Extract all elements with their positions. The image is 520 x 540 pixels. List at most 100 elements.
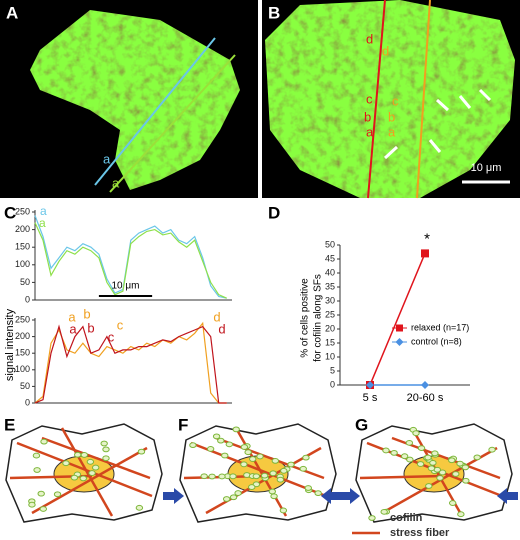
legend-label: cofilin bbox=[390, 512, 423, 524]
cofilin bbox=[86, 458, 95, 465]
cofilin bbox=[456, 460, 464, 467]
peak-label: c bbox=[117, 317, 124, 332]
y-axis-label: signal intensity bbox=[4, 308, 16, 381]
cofilin bbox=[438, 469, 447, 476]
y-tick-label: 250 bbox=[15, 206, 30, 216]
cofilin bbox=[225, 441, 234, 448]
cofilin bbox=[200, 473, 208, 480]
panel-label: F bbox=[178, 415, 188, 434]
cofilin bbox=[417, 445, 426, 451]
peak-label: a bbox=[68, 309, 76, 324]
line-label: d bbox=[366, 31, 373, 46]
peak-label: c bbox=[108, 329, 115, 344]
y-tick-label: 45 bbox=[325, 253, 335, 263]
cofilin bbox=[279, 507, 288, 514]
y-tick-label: 100 bbox=[15, 259, 30, 269]
cofilin bbox=[33, 467, 41, 473]
annotation: * bbox=[424, 230, 430, 247]
peak-label: d bbox=[218, 321, 225, 336]
cofilin bbox=[79, 475, 88, 482]
cofilin bbox=[260, 472, 269, 479]
cofilin bbox=[431, 450, 439, 457]
cofilin bbox=[473, 454, 481, 461]
cofilin bbox=[100, 440, 108, 447]
cofilin bbox=[28, 501, 36, 508]
cofilin bbox=[70, 474, 79, 481]
panel-label: B bbox=[268, 3, 280, 22]
cofilin bbox=[287, 461, 295, 468]
cofilin bbox=[382, 447, 390, 454]
stress-fiber bbox=[31, 446, 148, 515]
cofilin bbox=[461, 464, 470, 471]
cofilin bbox=[252, 473, 261, 480]
y-tick-label: 0 bbox=[25, 294, 30, 304]
scan-line bbox=[109, 54, 236, 193]
cofilin bbox=[135, 504, 144, 511]
cofilin bbox=[405, 439, 414, 446]
trace bbox=[34, 215, 227, 299]
peak-label: d bbox=[213, 309, 220, 324]
y-tick-label: 50 bbox=[20, 277, 30, 287]
cofilin bbox=[88, 470, 96, 476]
y-tick-label: 15 bbox=[325, 337, 335, 347]
cofilin bbox=[429, 459, 437, 466]
cofilin bbox=[222, 496, 231, 502]
trace bbox=[34, 324, 227, 404]
line-label: d bbox=[382, 43, 389, 58]
peak-label: a bbox=[69, 321, 77, 336]
y-tick-label: 40 bbox=[325, 267, 335, 277]
y-tick-label: 20 bbox=[325, 323, 335, 333]
stress-fiber bbox=[215, 436, 325, 480]
trace bbox=[34, 222, 227, 299]
cofilin bbox=[240, 444, 249, 450]
cofilin bbox=[304, 485, 312, 491]
cofilin bbox=[249, 456, 257, 462]
scan-line bbox=[416, 0, 431, 199]
legend-label: control (n=8) bbox=[411, 336, 462, 346]
cofilin bbox=[448, 500, 457, 506]
cofilin bbox=[270, 493, 278, 500]
line-label: a bbox=[112, 175, 120, 190]
cofilin bbox=[102, 446, 110, 453]
cofilin bbox=[137, 448, 146, 455]
cell-image bbox=[30, 10, 240, 190]
force-arrow bbox=[321, 488, 342, 504]
cofilin bbox=[32, 452, 41, 459]
cofilin bbox=[229, 494, 238, 501]
y-tick-label: 200 bbox=[15, 331, 30, 341]
line-label: a bbox=[388, 124, 396, 139]
line-label: a bbox=[366, 124, 374, 139]
cofilin bbox=[91, 464, 100, 471]
cofilin bbox=[221, 452, 229, 459]
y-tick-label: 0 bbox=[25, 397, 30, 407]
x-tick-label: 20-60 s bbox=[407, 392, 444, 404]
cofilin bbox=[102, 455, 110, 462]
cofilin bbox=[80, 452, 89, 458]
cofilin bbox=[314, 490, 322, 497]
point bbox=[421, 249, 429, 258]
y-axis-label: for cofilin along SFs bbox=[313, 274, 324, 362]
x-tick-label: 5 s bbox=[363, 392, 378, 404]
y-tick-label: 50 bbox=[20, 381, 30, 391]
scale-bar-label: 10 μm bbox=[471, 162, 502, 174]
cofilin bbox=[280, 467, 288, 474]
series-line bbox=[369, 253, 426, 386]
cofilin bbox=[427, 465, 436, 472]
line-label: c bbox=[392, 93, 399, 108]
cofilin bbox=[299, 465, 307, 472]
cofilin bbox=[425, 483, 433, 489]
y-tick-label: 30 bbox=[325, 295, 335, 305]
series-label: a bbox=[40, 204, 47, 218]
line-label: b bbox=[364, 109, 371, 124]
cofilin bbox=[208, 473, 216, 480]
y-tick-label: 150 bbox=[15, 348, 30, 358]
y-tick-label: 0 bbox=[330, 379, 335, 389]
y-tick-label: 50 bbox=[325, 239, 335, 249]
peak-label: b bbox=[87, 320, 94, 335]
cofilin bbox=[271, 457, 280, 464]
trace bbox=[34, 321, 227, 404]
stress-fiber bbox=[234, 427, 288, 517]
cofilin bbox=[400, 453, 409, 460]
panel-label: C bbox=[4, 203, 16, 222]
cofilin bbox=[62, 460, 70, 467]
